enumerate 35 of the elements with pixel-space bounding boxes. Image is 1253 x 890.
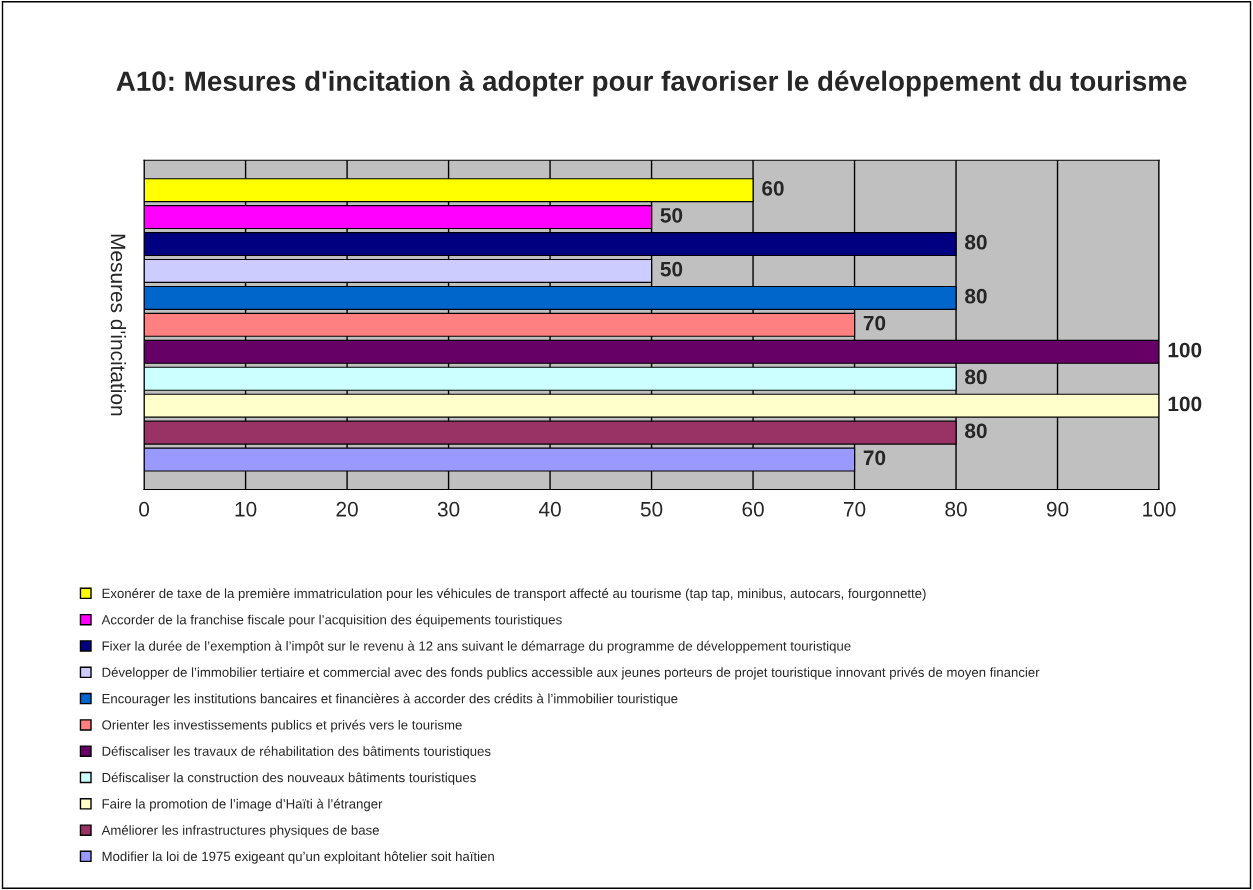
legend-label: Faire la promotion de l’image d’Haïti à l’étranger (102, 798, 383, 812)
legend-label: Orienter les investissements publics et privés vers le tourisme (102, 719, 462, 733)
x-tick-label: 30 (437, 501, 460, 517)
data-label: 70 (863, 450, 886, 466)
legend-label: Défiscaliser les travaux de réhabilitation des bâtiments touristiques (102, 746, 491, 759)
legend-label: Améliorer les infrastructures physiques de base (101, 825, 379, 838)
chart-title: A10: Mesures d'incitation à adopter pour favoriser le développement du tourisme (116, 70, 1187, 97)
y-axis-title: Mesures d'incitation (110, 234, 127, 416)
x-tick-label: 40 (538, 501, 561, 517)
x-tick-label: 80 (945, 501, 967, 517)
data-label: 80 (965, 234, 987, 250)
legend-label: Exonérer de taxe de la première immatriculation pour les véhicules de transport affecté au tourisme (tap tap, minibus, autocars, fourgonnette) (102, 588, 926, 601)
legend-label: Encourager les institutions bancaires et financières à accorder des crédits à l’immobilier touristique (102, 693, 678, 706)
data-label: 80 (965, 369, 987, 385)
data-label: 100 (1168, 396, 1202, 412)
data-label: 70 (863, 315, 886, 331)
data-label: 80 (965, 288, 987, 304)
legend-label: Modifier la loi de 1975 exigeant qu’un exploitant hôtelier soit haïtien (102, 851, 494, 864)
legend-label: Accorder de la franchise fiscale pour l’acquisition des équipements touristiques (101, 614, 562, 627)
data-label: 80 (965, 423, 987, 439)
x-tick-label: 10 (235, 501, 257, 517)
data-label: 50 (660, 261, 683, 277)
data-label: 60 (762, 180, 784, 196)
data-label: 100 (1168, 342, 1202, 358)
x-tick-label: 90 (1046, 501, 1069, 517)
x-tick-label: 100 (1143, 501, 1176, 517)
x-tick-label: 20 (336, 501, 358, 517)
legend-label: Fixer la durée de l’exemption à l’impôt sur le revenu à 12 ans suivant le démarrage du programme de développement touristique (102, 640, 851, 654)
x-tick-label: 70 (844, 501, 866, 517)
x-tick-label: 50 (640, 501, 663, 517)
x-tick-label: 0 (139, 501, 150, 517)
legend-label: Défiscaliser la construction des nouveaux bâtiments touristiques (102, 772, 476, 785)
legend-label: Développer de l’immobilier tertiaire et commercial avec des fonds publics accessible aux jeunes porteurs de projet touristique innovant privés de moyen financier (102, 667, 1040, 680)
x-tick-label: 60 (742, 501, 764, 517)
data-label: 50 (660, 207, 683, 223)
